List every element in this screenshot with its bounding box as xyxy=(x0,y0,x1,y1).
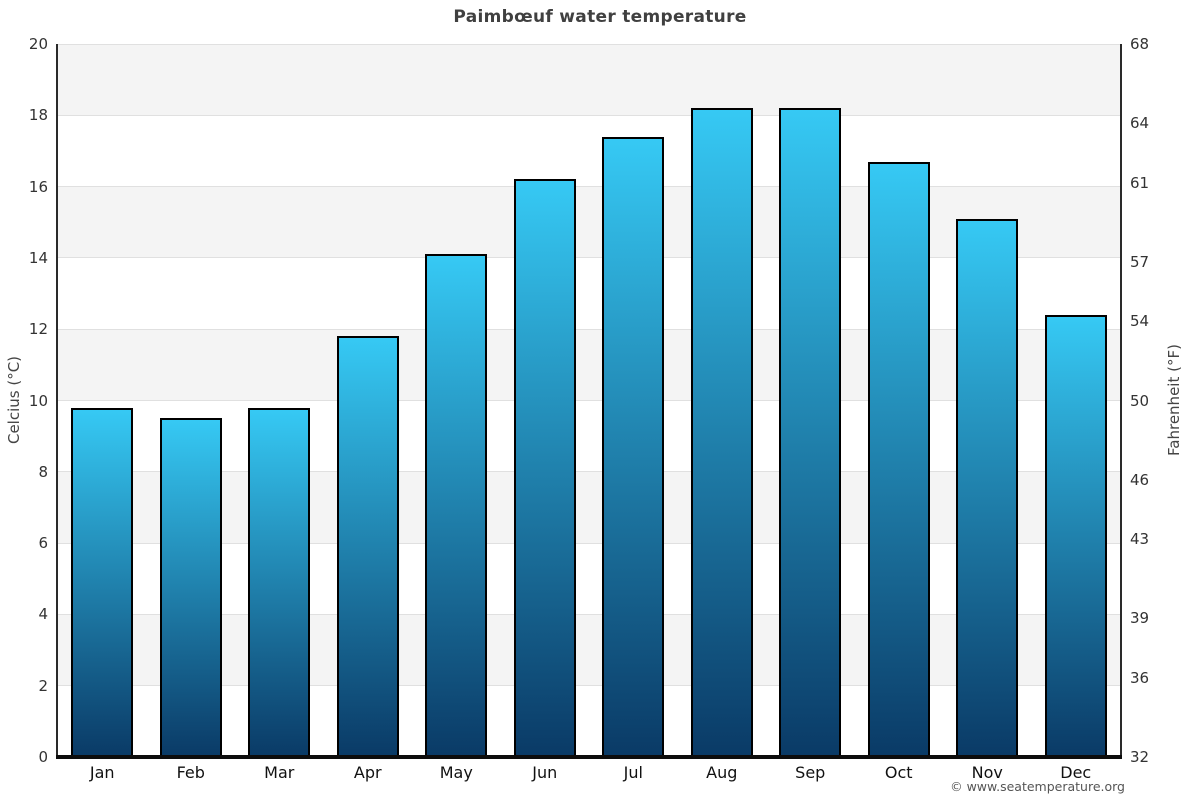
month-label-mar: Mar xyxy=(264,763,295,782)
chart-title: Paimbœuf water temperature xyxy=(453,7,747,27)
bar-jun xyxy=(513,179,576,757)
bar-apr xyxy=(336,336,399,757)
gridline xyxy=(58,471,1120,473)
gridline xyxy=(58,328,1120,330)
bar-aug xyxy=(690,108,753,757)
bar-feb xyxy=(159,418,222,757)
celsius-tick-label: 16 xyxy=(28,177,48,196)
gridline xyxy=(58,685,1120,687)
bar-nov xyxy=(956,218,1019,757)
month-label-oct: Oct xyxy=(884,763,913,782)
fahrenheit-tick-label: 68 xyxy=(1130,35,1150,53)
fahrenheit-tick-label: 39 xyxy=(1130,609,1150,628)
gridline xyxy=(58,542,1120,544)
celsius-tick-label: 18 xyxy=(28,106,48,125)
celsius-tick-label: 14 xyxy=(28,248,48,267)
month-label-nov: Nov xyxy=(971,763,1003,782)
bar-mar xyxy=(248,407,311,757)
month-label-sep: Sep xyxy=(795,763,826,782)
celsius-tick-label: 6 xyxy=(38,534,48,553)
x-axis-line xyxy=(56,755,1122,759)
celsius-tick-label: 10 xyxy=(28,391,48,410)
bar-jan xyxy=(71,407,134,757)
celsius-tick-label: 0 xyxy=(38,748,48,766)
bar-dec xyxy=(1044,314,1107,757)
celsius-tick-label: 8 xyxy=(38,462,48,481)
fahrenheit-tick-label: 43 xyxy=(1130,530,1150,549)
fahrenheit-tick-label: 46 xyxy=(1130,470,1150,489)
month-label-aug: Aug xyxy=(706,763,738,782)
plot-band xyxy=(58,186,1120,258)
celsius-tick-label: 12 xyxy=(28,320,48,339)
gridline xyxy=(58,114,1120,116)
month-label-feb: Feb xyxy=(176,763,205,782)
gridline xyxy=(58,400,1120,401)
plot-band xyxy=(58,329,1120,401)
month-label-jan: Jan xyxy=(89,763,115,782)
fahrenheit-tick-label: 64 xyxy=(1130,114,1150,133)
fahrenheit-tick-label: 50 xyxy=(1130,391,1150,410)
gridline xyxy=(58,257,1120,259)
fahrenheit-tick-label: 32 xyxy=(1130,748,1150,766)
fahrenheit-tick-label: 57 xyxy=(1130,252,1150,271)
bar-may xyxy=(425,254,488,757)
plot-band xyxy=(58,614,1120,686)
month-label-may: May xyxy=(439,763,473,782)
month-label-jul: Jul xyxy=(623,763,643,782)
fahrenheit-tick-label: 54 xyxy=(1130,312,1150,331)
fahrenheit-tick-label: 61 xyxy=(1130,173,1150,192)
plot-band xyxy=(58,471,1120,544)
gridline xyxy=(58,186,1120,188)
gridline xyxy=(58,43,1120,45)
month-label-apr: Apr xyxy=(353,763,382,782)
month-label-jun: Jun xyxy=(532,763,558,782)
celsius-tick-label: 4 xyxy=(38,605,48,624)
bar-sep xyxy=(779,108,842,757)
celsius-tick-label: 20 xyxy=(28,35,48,53)
month-label-dec: Dec xyxy=(1060,763,1092,782)
copyright-note: © www.seatemperature.org xyxy=(950,779,1125,794)
bar-jul xyxy=(602,136,665,757)
plot-band xyxy=(58,44,1120,116)
fahrenheit-tick-label: 36 xyxy=(1130,668,1150,687)
gridline xyxy=(58,613,1120,615)
plot-area xyxy=(56,43,1122,757)
celsius-tick-label: 2 xyxy=(38,676,48,695)
bar-oct xyxy=(867,161,930,757)
